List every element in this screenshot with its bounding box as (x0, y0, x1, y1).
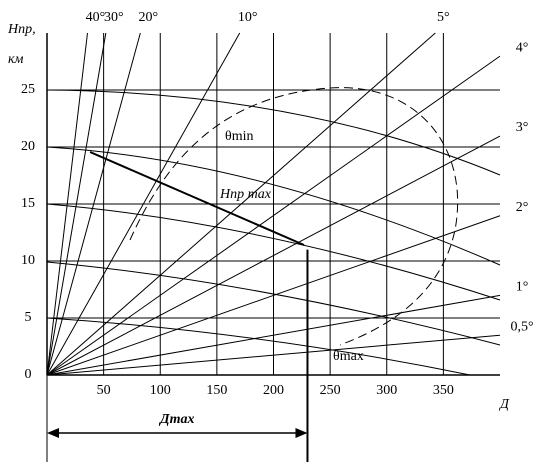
d-max-label: Дmax (158, 412, 194, 427)
elevation-ray (46, 215, 501, 376)
y-tick-label: 15 (21, 196, 35, 211)
theta-min-label: θmin (225, 129, 254, 144)
elevation-ray (46, 32, 88, 376)
coverage-boundary (129, 87, 459, 346)
elevation-ray (46, 334, 501, 376)
y-axis-label: Hпр, (7, 22, 36, 37)
elevation-ray (46, 32, 436, 376)
ray-label: 40° (86, 10, 106, 25)
elevation-ray (46, 294, 501, 376)
elevation-ray (46, 32, 241, 376)
ray-label: 0,5° (510, 319, 533, 334)
elevation-ray (46, 55, 501, 376)
x-tick-label: 250 (320, 383, 341, 398)
ray-label: 1° (516, 280, 529, 295)
x-tick-label: 350 (433, 383, 454, 398)
ray-label: 5° (437, 10, 450, 25)
x-tick-label: 100 (150, 383, 171, 398)
y-tick-label: 25 (21, 82, 35, 97)
y-tick-label: 5 (25, 310, 32, 325)
x-tick-label: 300 (376, 383, 397, 398)
y-tick-label: 20 (21, 139, 35, 154)
theta-max-label: θmax (333, 349, 364, 364)
ray-label: 20° (139, 10, 159, 25)
ray-label: 4° (516, 40, 529, 55)
x-axis-label: Д (498, 397, 510, 412)
ray-label: 3° (516, 120, 529, 135)
elevation-ray (46, 135, 501, 376)
ray-label: 30° (104, 10, 124, 25)
y-tick-label: 10 (21, 253, 35, 268)
y-tick-label: 0 (25, 367, 32, 382)
h-max-label: Hпр max (219, 187, 272, 202)
height-curves (46, 89, 501, 376)
x-tick-label: 150 (206, 383, 227, 398)
x-tick-label: 200 (263, 383, 284, 398)
x-tick-label: 50 (97, 383, 111, 398)
ray-label: 2° (516, 200, 529, 215)
y-axis-unit: км (8, 52, 24, 67)
elevation-ray (46, 32, 141, 376)
ray-label: 10° (238, 10, 258, 25)
elevation-ray (46, 32, 107, 376)
